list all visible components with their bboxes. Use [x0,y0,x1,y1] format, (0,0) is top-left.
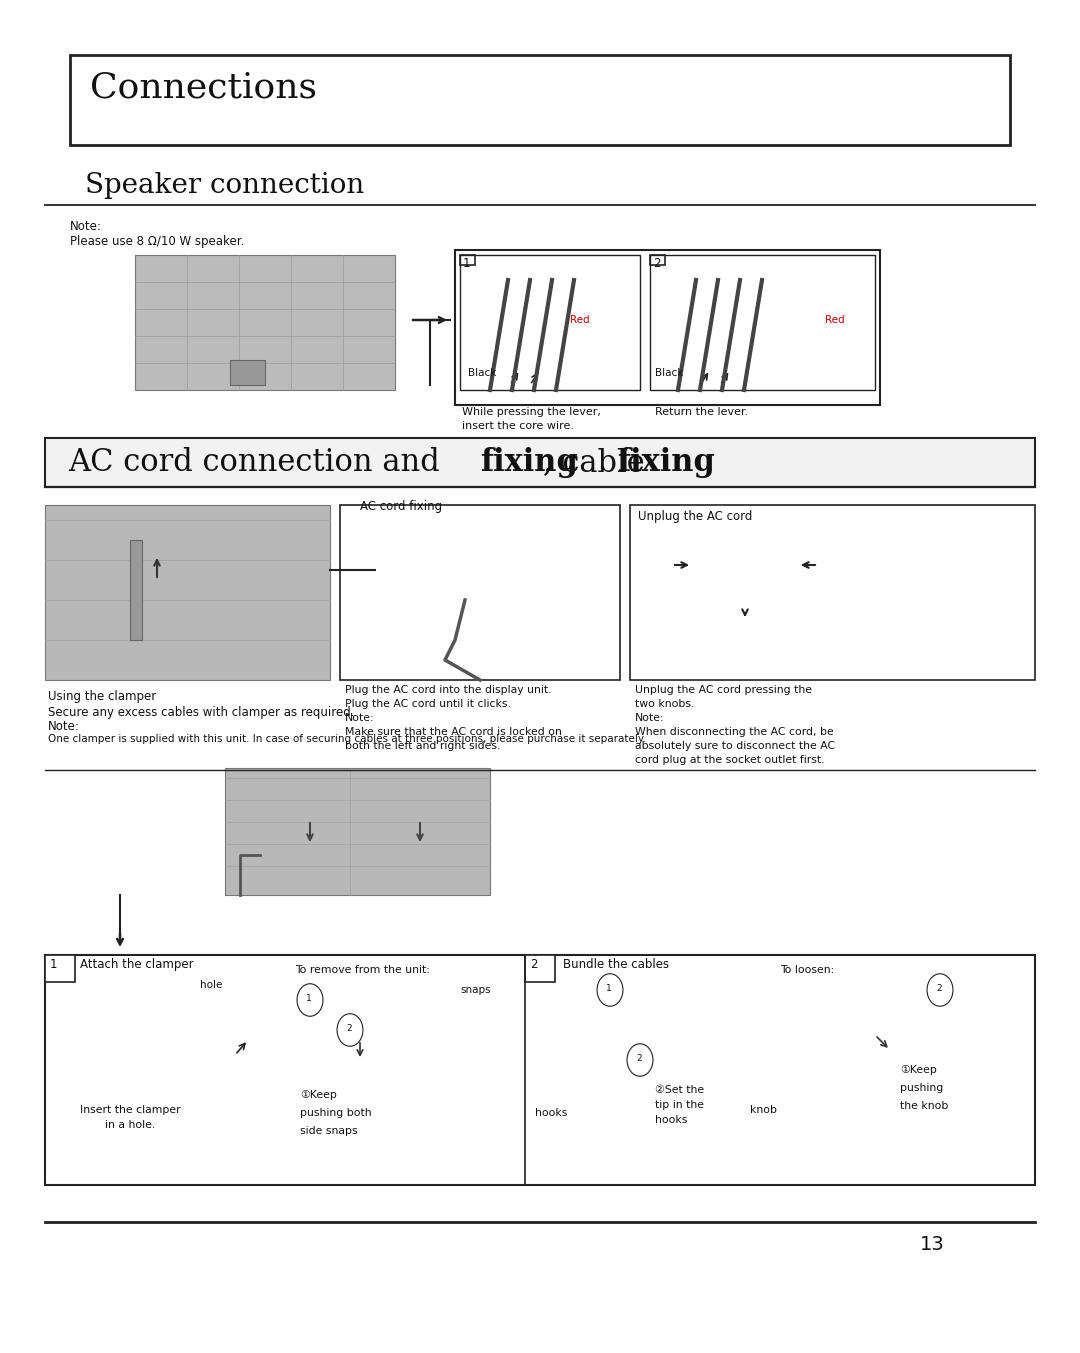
Text: 1: 1 [50,958,57,971]
Text: ①Keep: ①Keep [900,1065,936,1076]
Text: Red: Red [570,315,590,325]
Text: Return the lever.: Return the lever. [654,407,748,417]
Text: Note:: Note: [48,720,80,733]
Text: Please use 8 Ω/10 W speaker.: Please use 8 Ω/10 W speaker. [70,235,244,248]
Text: Note:: Note: [635,713,664,723]
FancyBboxPatch shape [630,505,1035,681]
Text: hole: hole [200,980,222,990]
Text: While pressing the lever,: While pressing the lever, [462,407,600,417]
Text: To loosen:: To loosen: [780,965,834,976]
Text: both the left and right sides.: both the left and right sides. [345,741,500,751]
Text: absolutely sure to disconnect the AC: absolutely sure to disconnect the AC [635,741,835,751]
Text: One clamper is supplied with this unit. In case of securing cables at three posi: One clamper is supplied with this unit. … [48,733,646,744]
Text: Speaker connection: Speaker connection [85,172,364,199]
Text: AC cord fi​xing: AC cord fi​xing [360,501,442,513]
Text: 2: 2 [936,984,942,993]
Text: Connections: Connections [90,70,318,104]
Text: 1: 1 [606,984,611,993]
FancyBboxPatch shape [355,520,465,599]
Text: Unplug the AC cord: Unplug the AC cord [638,510,753,524]
Text: side snaps: side snaps [300,1126,357,1137]
FancyBboxPatch shape [45,505,330,681]
FancyBboxPatch shape [400,1000,500,1080]
Text: pushing: pushing [900,1082,943,1093]
Text: Note:: Note: [70,221,102,233]
FancyBboxPatch shape [45,955,75,982]
Text: When disconnecting the AC cord, be: When disconnecting the AC cord, be [635,727,834,737]
Text: Make sure that the AC cord is locked on: Make sure that the AC cord is locked on [345,727,562,737]
Text: pushing both: pushing both [300,1108,372,1118]
Text: the knob: the knob [900,1101,948,1111]
FancyBboxPatch shape [340,505,620,681]
Text: hooks: hooks [535,1108,567,1118]
Text: Bundle the cables: Bundle the cables [563,958,670,971]
Text: Plug the AC cord into the display unit.: Plug the AC cord into the display unit. [345,685,552,695]
FancyBboxPatch shape [535,980,765,1100]
FancyBboxPatch shape [696,530,795,599]
Text: tip in the: tip in the [654,1100,704,1109]
Text: Insert the clamper: Insert the clamper [80,1105,180,1115]
FancyBboxPatch shape [455,250,880,405]
Text: Using the clamper: Using the clamper [48,690,157,704]
Text: 2: 2 [346,1024,352,1032]
Text: To remove from the unit:: To remove from the unit: [295,965,430,976]
Text: ①Keep: ①Keep [300,1091,337,1100]
Text: 2: 2 [653,257,661,271]
FancyBboxPatch shape [45,955,1035,1185]
FancyBboxPatch shape [230,360,265,386]
FancyBboxPatch shape [225,769,490,894]
Text: Red: Red [825,315,845,325]
Text: 2: 2 [636,1054,642,1063]
Text: 1: 1 [463,257,471,271]
Text: Note:: Note: [345,713,375,723]
Text: 1: 1 [306,994,312,1003]
Text: knob: knob [750,1105,777,1115]
Text: Attach the clamper: Attach the clamper [80,958,193,971]
Text: fixing: fixing [617,446,715,478]
Text: hooks: hooks [654,1115,687,1124]
Text: Secure any excess cables with clamper as required.: Secure any excess cables with clamper as… [48,706,354,718]
FancyBboxPatch shape [80,1009,291,1100]
FancyBboxPatch shape [540,530,605,575]
Text: cord plug at the socket outlet first.: cord plug at the socket outlet first. [635,755,824,764]
Text: fixing: fixing [481,446,579,478]
Text: 13: 13 [920,1235,945,1254]
Text: AC cord connection and: AC cord connection and [68,446,449,478]
Text: Black: Black [468,368,497,377]
FancyBboxPatch shape [135,254,395,390]
Text: snaps: snaps [460,985,490,994]
Text: insert the core wire.: insert the core wire. [462,421,573,432]
Text: Black: Black [654,368,684,377]
FancyBboxPatch shape [70,55,1010,145]
FancyBboxPatch shape [45,438,1035,487]
FancyBboxPatch shape [775,985,1010,1095]
Text: two knobs.: two knobs. [635,700,694,709]
Text: in a hole.: in a hole. [105,1120,156,1130]
FancyBboxPatch shape [465,534,535,584]
FancyBboxPatch shape [525,955,555,982]
Text: , cable: , cable [543,446,654,478]
FancyBboxPatch shape [295,1000,395,1080]
Text: 2: 2 [530,958,538,971]
Text: Plug the AC cord until it clicks.: Plug the AC cord until it clicks. [345,700,511,709]
FancyBboxPatch shape [130,540,141,640]
Text: ②Set the: ②Set the [654,1085,704,1095]
Text: Unplug the AC cord pressing the: Unplug the AC cord pressing the [635,685,812,695]
